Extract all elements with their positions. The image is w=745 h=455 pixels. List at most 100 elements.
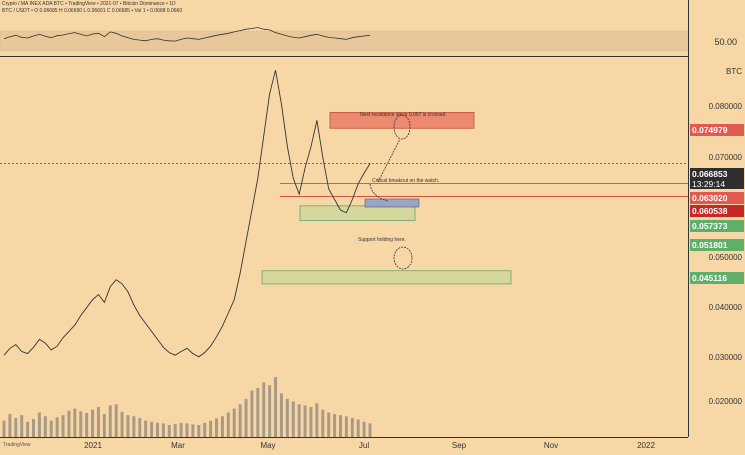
volume-bar bbox=[173, 423, 177, 437]
resistance-note: Next resistance since 0.067 is crossed. bbox=[360, 112, 447, 118]
volume-bar bbox=[73, 408, 77, 437]
volume-bar bbox=[279, 393, 283, 437]
time-axis[interactable]: 2021 Mar May Jul Sep Nov 2022 bbox=[0, 437, 688, 455]
volume-bar bbox=[333, 414, 337, 437]
time-tick: Mar bbox=[171, 441, 185, 450]
volume-bar bbox=[126, 415, 130, 437]
chart-header-title: Crypto / MA INEX ADA BTC • TradingView •… bbox=[2, 1, 176, 7]
price-tick: 0.080000 bbox=[708, 102, 742, 111]
price-tick: 0.070000 bbox=[708, 153, 742, 162]
volume-bar bbox=[315, 403, 319, 437]
volume-bar bbox=[161, 423, 165, 437]
volume-bar bbox=[14, 417, 18, 437]
time-tick: May bbox=[260, 441, 276, 450]
volume-bar bbox=[37, 412, 41, 437]
price-chart-pane[interactable]: Next resistance since 0.067 is crossed. … bbox=[0, 57, 688, 437]
chart-header-ohlc: BTC / USDT • O 0.06685 H 0.06690 L 0.066… bbox=[2, 8, 183, 14]
volume-bar bbox=[321, 409, 325, 437]
volume-bar bbox=[32, 419, 36, 437]
support-3-price-label: 0.045116 bbox=[690, 272, 744, 284]
target-arrow bbox=[377, 138, 401, 183]
volume-bar bbox=[155, 422, 159, 437]
rsi-level-label: 50.00 bbox=[714, 37, 737, 47]
volume-bar bbox=[179, 422, 183, 437]
price-line bbox=[3, 70, 371, 358]
volume-bar bbox=[96, 407, 100, 437]
volume-bar bbox=[114, 404, 118, 437]
breakout-arrow bbox=[369, 183, 389, 202]
volume-bar bbox=[262, 382, 266, 437]
time-tick: 2021 bbox=[84, 441, 102, 450]
volume-bar bbox=[20, 415, 24, 437]
volume-bar bbox=[303, 405, 307, 437]
volume-bar bbox=[79, 411, 83, 437]
price-tick: 0.020000 bbox=[708, 397, 742, 406]
price-tick: 0.050000 bbox=[708, 253, 742, 262]
time-tick: Jul bbox=[358, 441, 370, 450]
support-note: Support holding here. bbox=[358, 237, 406, 243]
price-tick: 0.030000 bbox=[708, 353, 742, 362]
volume-bar bbox=[167, 425, 171, 437]
price-unit: BTC bbox=[726, 67, 742, 76]
support-2-price-label: 0.051801 bbox=[690, 239, 744, 251]
time-tick: Sep bbox=[451, 441, 467, 450]
volume-bar bbox=[268, 385, 272, 437]
volume-bar bbox=[285, 398, 289, 437]
volume-bar bbox=[309, 407, 313, 437]
volume-bar bbox=[61, 415, 65, 437]
price-axis[interactable]: BTC 0.080000 0.070000 0.050000 0.040000 … bbox=[688, 0, 745, 437]
zone-support_1[interactable] bbox=[299, 205, 416, 222]
volume-bar bbox=[215, 418, 219, 437]
volume-bar bbox=[85, 413, 89, 437]
resistance-price-label: 0.074979 bbox=[690, 124, 744, 136]
volume-bar bbox=[108, 405, 112, 437]
volume-bar bbox=[132, 416, 136, 437]
level-lower-price-label: 0.060538 bbox=[690, 205, 744, 217]
volume-bar bbox=[256, 387, 260, 437]
breakout-note: Critical breakout on the watch. bbox=[372, 178, 439, 184]
volume-bar bbox=[26, 421, 30, 437]
volume-bar bbox=[138, 417, 142, 437]
volume-bar bbox=[362, 421, 366, 437]
support-1-price-label: 0.057373 bbox=[690, 220, 744, 232]
volume-bar bbox=[238, 404, 242, 437]
rsi-band bbox=[0, 30, 688, 52]
volume-bar bbox=[197, 425, 201, 437]
volume-bar bbox=[102, 414, 106, 437]
volume-bar bbox=[120, 411, 124, 437]
volume-bar bbox=[2, 420, 6, 437]
volume-bar bbox=[368, 423, 372, 437]
volume-bars bbox=[2, 377, 372, 437]
volume-bar bbox=[49, 420, 53, 437]
volume-bar bbox=[250, 390, 254, 437]
volume-bar bbox=[350, 417, 354, 437]
volume-bar bbox=[274, 377, 278, 437]
volume-bar bbox=[8, 414, 12, 437]
volume-bar bbox=[191, 424, 195, 437]
volume-bar bbox=[43, 416, 47, 437]
volume-bar bbox=[67, 410, 71, 437]
price-tick: 0.040000 bbox=[708, 303, 742, 312]
breakout-box bbox=[364, 198, 420, 208]
zone-support_3[interactable] bbox=[261, 270, 512, 285]
volume-bar bbox=[226, 412, 230, 437]
volume-bar bbox=[150, 421, 154, 437]
zones bbox=[261, 112, 512, 285]
current-price-label: 0.066853 bbox=[690, 168, 744, 180]
rsi-oscillator-pane bbox=[0, 27, 688, 57]
volume-bar bbox=[297, 404, 301, 437]
rsi-line bbox=[3, 27, 371, 42]
volume-bar bbox=[55, 417, 59, 437]
volume-bar bbox=[338, 415, 342, 437]
volume-bar bbox=[91, 409, 95, 437]
volume-bar bbox=[232, 408, 236, 437]
volume-bar bbox=[220, 416, 224, 437]
tradingview-logo: TradingView bbox=[3, 442, 31, 448]
support-circle bbox=[393, 246, 413, 270]
resistance-circle bbox=[393, 114, 411, 140]
volume-bar bbox=[203, 422, 207, 437]
volume-bar bbox=[356, 419, 360, 437]
level-upper-price-label: 0.063020 bbox=[690, 192, 744, 204]
time-tick: 2022 bbox=[637, 441, 655, 450]
zone-resistance[interactable] bbox=[329, 112, 475, 129]
